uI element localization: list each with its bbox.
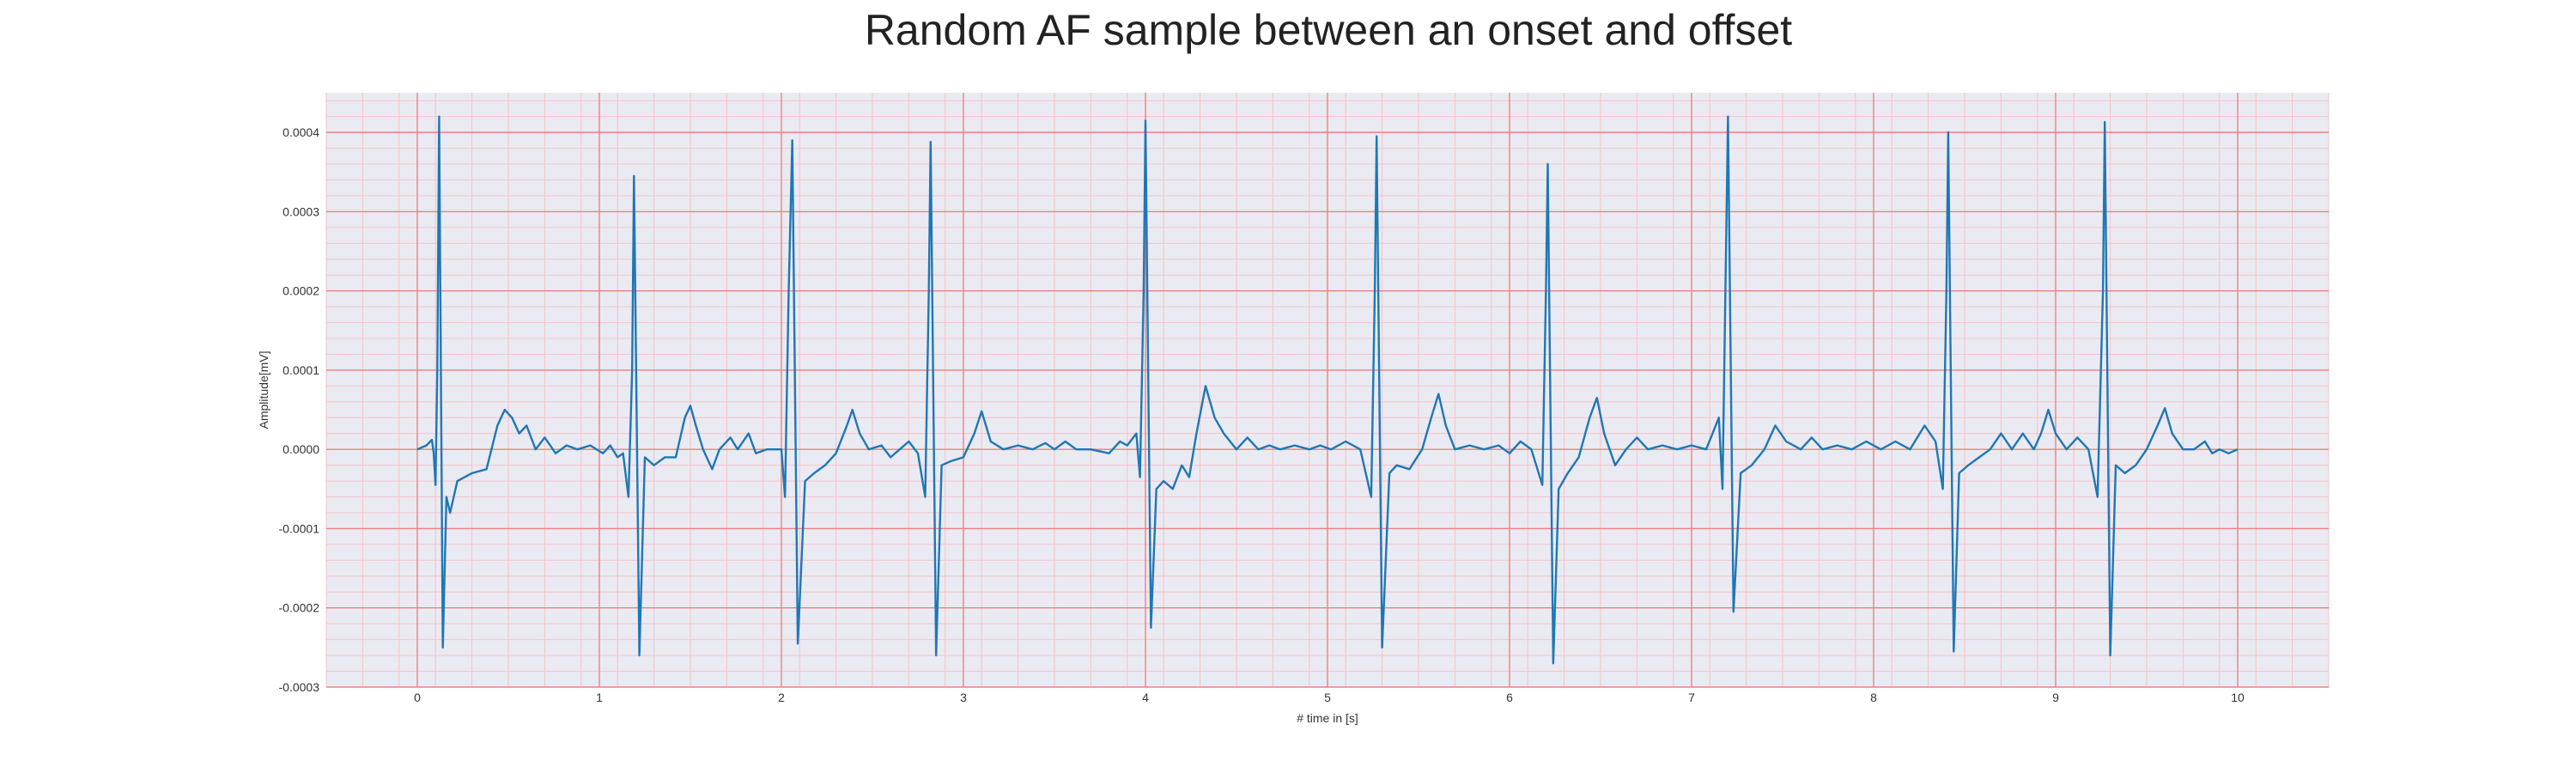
series-line-ecg bbox=[416, 115, 2239, 665]
y-axis-label: Amplitude[mV] bbox=[257, 350, 270, 429]
x-tick-label: 2 bbox=[778, 691, 785, 704]
chart-title: Random AF sample between an onset and of… bbox=[865, 6, 1792, 54]
x-tick-label: 8 bbox=[1870, 691, 1877, 704]
y-tick-label: 0.0003 bbox=[283, 204, 319, 218]
x-tick-label: 9 bbox=[2052, 691, 2059, 704]
x-tick-label: 5 bbox=[1324, 691, 1331, 704]
x-tick-label: 1 bbox=[596, 691, 603, 704]
x-tick-label: 0 bbox=[414, 691, 421, 704]
y-tick-label: -0.0003 bbox=[279, 680, 320, 694]
x-tick-label: 4 bbox=[1142, 691, 1149, 704]
x-tick-label: 3 bbox=[960, 691, 967, 704]
y-tick-label: 0.0004 bbox=[283, 125, 319, 139]
y-axis: -0.0003 -0.0002 -0.0001 0.0000 0.0001 0.0002 0… bbox=[279, 125, 320, 694]
x-axis: 0 1 2 3 4 5 6 7 8 9 10 bbox=[414, 691, 2245, 704]
x-axis-label: # time in [s] bbox=[1297, 711, 1358, 725]
y-tick-label: 0.0000 bbox=[283, 442, 319, 456]
x-tick-label: 6 bbox=[1506, 691, 1513, 704]
x-tick-label: 10 bbox=[2231, 691, 2245, 704]
x-tick-label: 7 bbox=[1688, 691, 1695, 704]
major-grid bbox=[326, 93, 2329, 688]
y-tick-label: -0.0001 bbox=[279, 521, 320, 535]
y-tick-label: 0.0002 bbox=[283, 284, 319, 298]
y-tick-label: 0.0001 bbox=[283, 363, 319, 377]
y-tick-label: -0.0002 bbox=[279, 601, 320, 615]
